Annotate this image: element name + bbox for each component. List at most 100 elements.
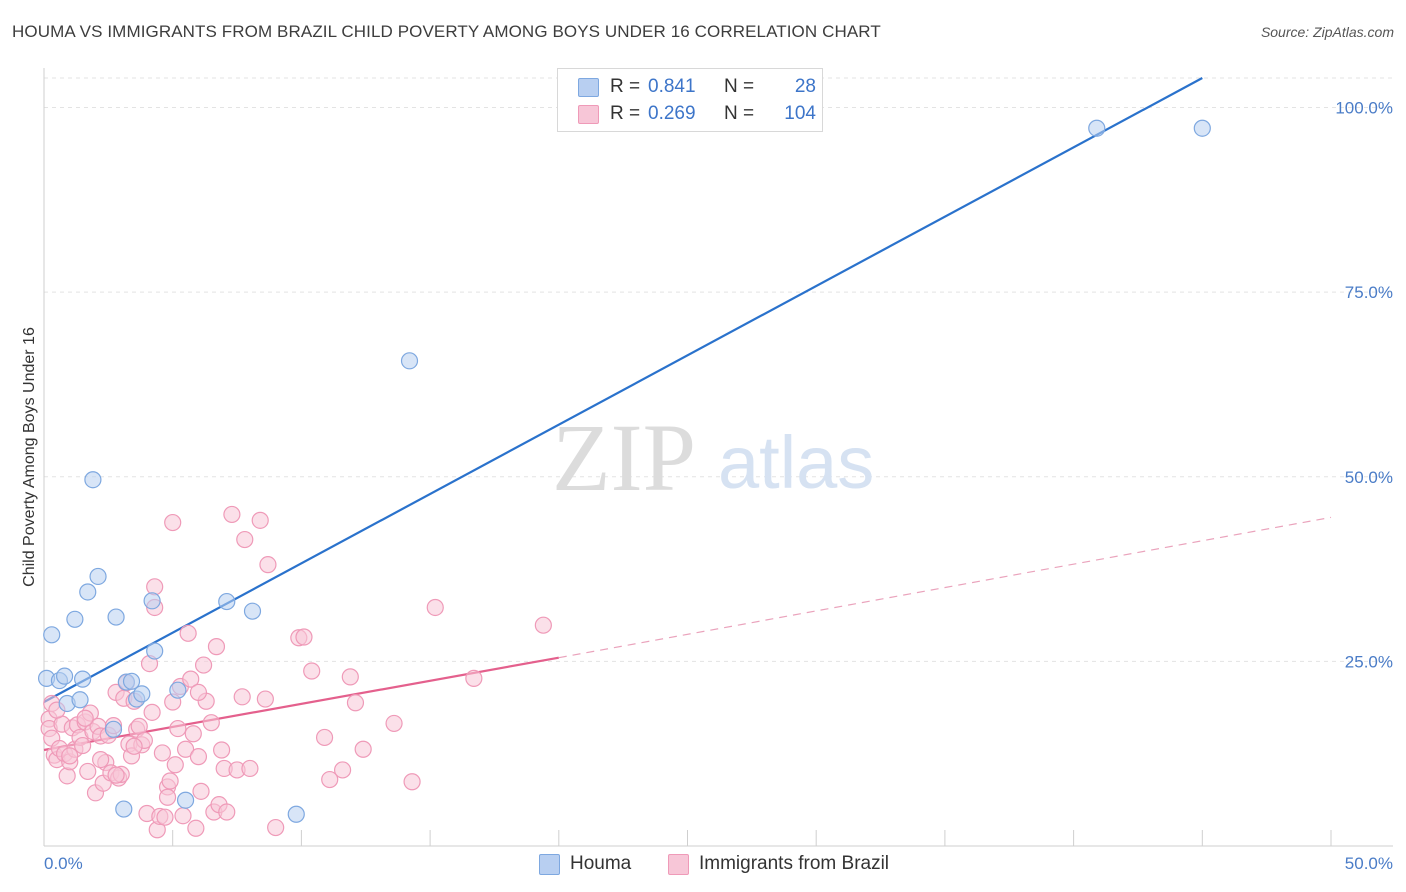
houma-swatch bbox=[578, 78, 599, 97]
houma-point bbox=[107, 608, 125, 626]
brazil-point bbox=[61, 747, 79, 765]
houma-point bbox=[287, 805, 305, 823]
brazil-point bbox=[218, 803, 236, 821]
y-tick-label: 25.0% bbox=[1345, 652, 1393, 671]
brazil-point bbox=[321, 770, 339, 789]
brazil-point bbox=[236, 530, 254, 549]
brazil-point bbox=[179, 624, 197, 642]
brazil-point bbox=[74, 736, 92, 755]
brazil-point bbox=[161, 772, 179, 790]
brazil-point bbox=[125, 737, 143, 755]
brazil-point bbox=[385, 714, 403, 733]
brazil-point bbox=[169, 719, 187, 738]
houma-point bbox=[89, 567, 107, 586]
houma-point bbox=[74, 670, 92, 688]
brazil-point bbox=[233, 688, 251, 706]
brazil-point bbox=[194, 656, 213, 674]
x-tick-label-left: 0.0% bbox=[44, 854, 83, 873]
brazil-point bbox=[156, 808, 174, 826]
houma-point bbox=[146, 642, 164, 660]
houma-point bbox=[122, 672, 141, 690]
brazil-legend-swatch bbox=[668, 854, 689, 875]
houma-point bbox=[66, 610, 84, 628]
x-tick-label-right: 50.0% bbox=[1345, 854, 1393, 873]
n-label: N = bbox=[724, 103, 755, 124]
correlation-legend: R = 0.841 N = 28 R = 0.269 N = 104 bbox=[557, 68, 823, 132]
houma-point bbox=[55, 667, 74, 685]
brazil-point bbox=[213, 741, 231, 759]
brazil-point bbox=[143, 703, 161, 721]
brazil-point bbox=[182, 670, 200, 688]
brazil-r-value: 0.269 bbox=[648, 103, 696, 124]
brazil-point bbox=[267, 818, 285, 837]
brazil-point bbox=[354, 740, 372, 758]
y-tick-label: 50.0% bbox=[1345, 468, 1393, 487]
houma-point bbox=[1088, 119, 1106, 137]
brazil-point bbox=[534, 616, 552, 634]
houma-point bbox=[115, 800, 133, 818]
brazil-point bbox=[333, 761, 352, 779]
data-points bbox=[37, 119, 1211, 839]
houma-point bbox=[243, 602, 262, 620]
brazil-point bbox=[184, 725, 202, 743]
brazil-point bbox=[223, 505, 241, 524]
chart-source: Source: ZipAtlas.com bbox=[1260, 24, 1394, 40]
brazil-point bbox=[146, 578, 164, 596]
gridlines bbox=[44, 77, 1393, 662]
brazil-n-value: 104 bbox=[784, 103, 816, 124]
houma-point bbox=[104, 720, 123, 738]
brazil-point bbox=[207, 638, 226, 656]
brazil-point bbox=[174, 807, 192, 825]
houma-point bbox=[84, 471, 102, 489]
watermark-atlas: atlas bbox=[718, 421, 874, 504]
brazil-point bbox=[187, 819, 205, 837]
houma-trend-line bbox=[43, 77, 1203, 703]
houma-point bbox=[143, 592, 161, 610]
houma-legend-swatch bbox=[539, 854, 560, 875]
y-tick-labels: 25.0% 50.0% 75.0% 100.0% bbox=[1335, 99, 1393, 672]
brazil-point bbox=[202, 714, 220, 732]
brazil-swatch bbox=[578, 105, 599, 124]
n-label: N = bbox=[724, 76, 755, 97]
brazil-point bbox=[465, 669, 483, 687]
brazil-point bbox=[189, 748, 208, 766]
brazil-point bbox=[166, 756, 184, 774]
r-label: R = bbox=[610, 76, 641, 97]
brazil-point bbox=[153, 744, 172, 762]
brazil-point bbox=[295, 628, 313, 646]
watermark: ZIP atlas bbox=[552, 404, 874, 511]
houma-point bbox=[71, 691, 89, 709]
houma-point bbox=[79, 583, 97, 601]
brazil-point bbox=[158, 788, 177, 806]
brazil-point bbox=[256, 690, 274, 708]
y-tick-label: 100.0% bbox=[1335, 99, 1393, 118]
brazil-point bbox=[189, 683, 208, 702]
axes bbox=[43, 68, 1393, 847]
houma-r-value: 0.841 bbox=[648, 76, 696, 97]
houma-point bbox=[133, 685, 151, 703]
y-tick-label: 75.0% bbox=[1345, 283, 1393, 302]
houma-point bbox=[218, 592, 236, 611]
brazil-point bbox=[192, 782, 210, 800]
brazil-point bbox=[76, 709, 94, 727]
houma-point bbox=[176, 791, 195, 809]
houma-point bbox=[169, 681, 187, 699]
brazil-legend-label: Immigrants from Brazil bbox=[699, 853, 890, 874]
houma-legend-label: Houma bbox=[570, 853, 632, 874]
brazil-point bbox=[315, 728, 334, 747]
y-axis-label: Child Poverty Among Boys Under 16 bbox=[21, 327, 38, 587]
brazil-trend-line-extrapolated bbox=[558, 516, 1332, 659]
houma-point bbox=[400, 352, 419, 370]
r-label: R = bbox=[610, 103, 641, 124]
chart-title: HOUMA VS IMMIGRANTS FROM BRAZIL CHILD PO… bbox=[12, 22, 881, 41]
brazil-point bbox=[241, 759, 259, 778]
brazil-point bbox=[251, 511, 269, 529]
watermark-zip: ZIP bbox=[552, 404, 696, 511]
brazil-point bbox=[176, 740, 195, 758]
brazil-point bbox=[403, 773, 421, 791]
brazil-point bbox=[259, 556, 277, 574]
houma-point bbox=[43, 626, 61, 644]
brazil-point bbox=[107, 766, 125, 784]
brazil-point bbox=[58, 767, 76, 785]
